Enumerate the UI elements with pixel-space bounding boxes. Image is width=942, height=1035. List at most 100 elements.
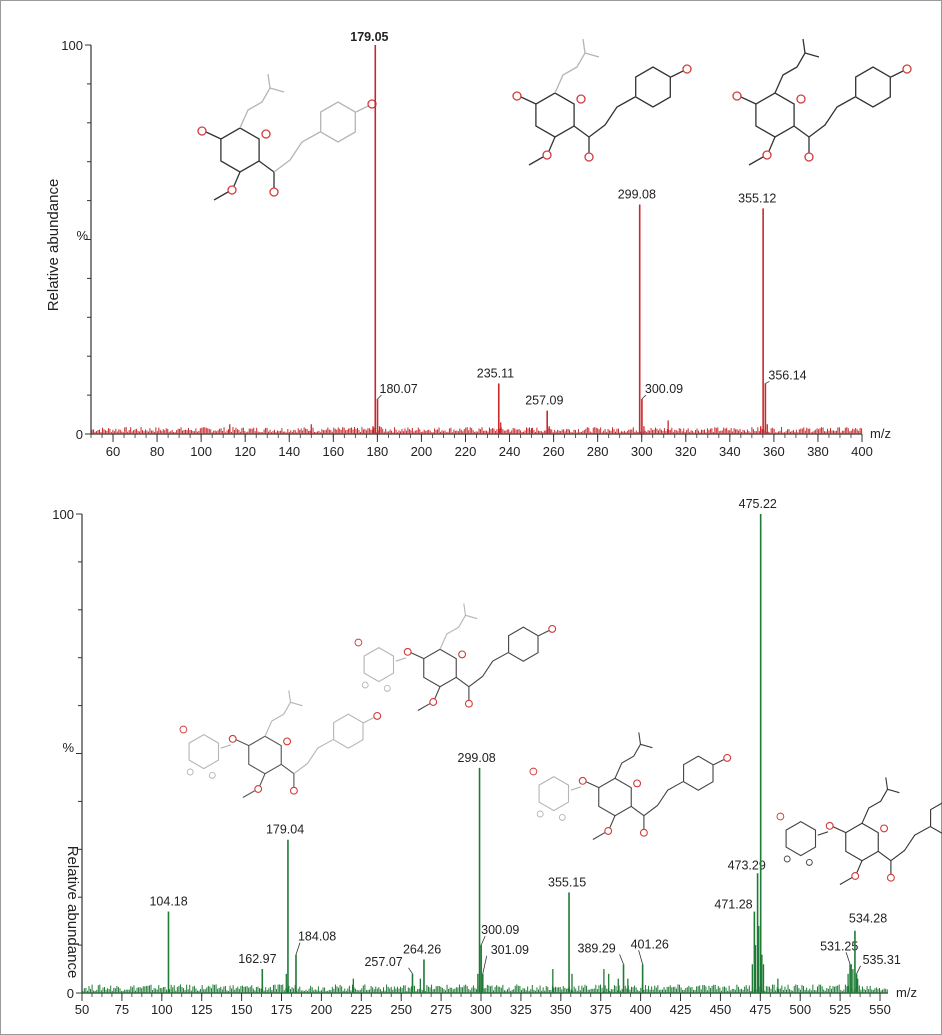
bond — [363, 717, 375, 724]
ring — [333, 713, 364, 749]
oxygen-atom — [542, 150, 552, 160]
ring — [845, 822, 879, 862]
bond — [890, 70, 904, 78]
peak-label: 180.07 — [380, 382, 418, 396]
peak-label: 355.15 — [548, 875, 586, 889]
ring — [220, 127, 260, 173]
bond — [592, 832, 606, 840]
ring — [363, 646, 395, 683]
peak-label: 184.08 — [298, 930, 336, 944]
oxygen-atom — [851, 872, 860, 880]
hydroxyl — [783, 855, 791, 863]
noise-baseline — [91, 427, 863, 434]
bond — [528, 156, 544, 166]
x-tick-label: 525 — [829, 1002, 851, 1017]
ring — [320, 101, 356, 143]
structure-fragment-355 — [732, 38, 912, 166]
oxygen-atom — [639, 828, 648, 837]
chemical-structures — [179, 38, 942, 885]
oxygen-atom — [604, 827, 613, 835]
glycosidic-bond — [395, 657, 407, 662]
bond — [585, 781, 600, 789]
prenyl-chain — [554, 52, 600, 94]
x-tick-label: 220 — [455, 444, 477, 459]
prenyl-methyl — [802, 38, 806, 54]
y-axis-title: Relative abundance — [45, 179, 62, 312]
hydroxyl — [186, 768, 194, 776]
structure-glucuronide-179 — [179, 690, 382, 798]
ring — [248, 735, 282, 775]
bond — [410, 652, 425, 660]
x-tick-label: 425 — [670, 1002, 692, 1017]
peak-label: 471.28 — [714, 898, 752, 912]
x-tick-label: 200 — [311, 1002, 333, 1017]
y-tick-label: 100 — [61, 38, 83, 53]
y-percent-label: % — [62, 740, 74, 755]
peak-label: 301.09 — [491, 943, 529, 957]
x-tick-label: 450 — [710, 1002, 732, 1017]
oxygen-atom — [576, 94, 586, 104]
oxygen-atom — [804, 152, 814, 162]
x-tick-label: 100 — [190, 444, 212, 459]
structure-glucuronide-parent — [776, 777, 942, 885]
oxygen-atom — [464, 699, 473, 708]
peak-label: 179.04 — [266, 823, 304, 837]
ring — [930, 802, 942, 834]
x-tick-label: 250 — [390, 1002, 412, 1017]
bond — [280, 763, 295, 775]
oxygen-atom — [578, 776, 587, 785]
bond — [417, 703, 431, 711]
x-tick-label: 325 — [510, 1002, 532, 1017]
x-tick-label: 280 — [587, 444, 609, 459]
peak-leader — [295, 942, 301, 955]
ring — [855, 66, 891, 108]
bond — [768, 136, 776, 152]
structure-glucuronide-299 — [354, 603, 557, 711]
peak-label: 104.18 — [149, 895, 187, 909]
x-tick-label: 50 — [75, 1002, 89, 1017]
enone-chain — [808, 96, 856, 138]
x-tick-label: 140 — [278, 444, 300, 459]
x-tick-label: 360 — [763, 444, 785, 459]
prenyl-methyl — [288, 690, 292, 703]
oxygen-atom — [548, 624, 557, 633]
bond — [233, 171, 241, 187]
x-tick-label: 380 — [807, 444, 829, 459]
bond — [355, 105, 369, 113]
enone-chain — [293, 739, 334, 775]
bond — [455, 676, 470, 688]
peak-leader — [482, 955, 488, 974]
x-tick-label: 150 — [231, 1002, 253, 1017]
ring — [188, 733, 220, 770]
bond — [713, 759, 725, 766]
enone-chain — [588, 96, 636, 138]
x-tick-label: 225 — [350, 1002, 372, 1017]
oxygen-atom — [682, 64, 692, 74]
oxygen-atom — [354, 638, 363, 647]
oxygen-atom — [227, 185, 237, 195]
bond — [832, 826, 847, 834]
peak-label: 534.28 — [849, 912, 887, 926]
ring — [598, 777, 632, 817]
x-tick-label: 175 — [271, 1002, 293, 1017]
y-tick-label: 100 — [52, 507, 74, 522]
oxygen-atom — [458, 650, 467, 659]
bond — [242, 790, 256, 798]
oxygen-atom — [197, 126, 207, 136]
structure-fragment-299 — [512, 38, 692, 166]
oxygen-atom — [880, 824, 889, 833]
prenyl-chain — [861, 788, 900, 824]
bond — [548, 136, 556, 152]
peak-label: 257.09 — [525, 394, 563, 408]
x-tick-label: 260 — [543, 444, 565, 459]
y-axis-title: Relative abundance — [64, 846, 81, 979]
oxygen-atom — [373, 711, 382, 720]
oxygen-atom — [261, 129, 271, 139]
bond — [609, 815, 616, 828]
x-tick-label: 300 — [470, 1002, 492, 1017]
bond — [793, 125, 810, 138]
x-tick-label: 350 — [550, 1002, 572, 1017]
y-tick-label: 0 — [67, 986, 74, 1001]
prenyl-methyl — [638, 732, 642, 745]
bond — [740, 96, 757, 105]
